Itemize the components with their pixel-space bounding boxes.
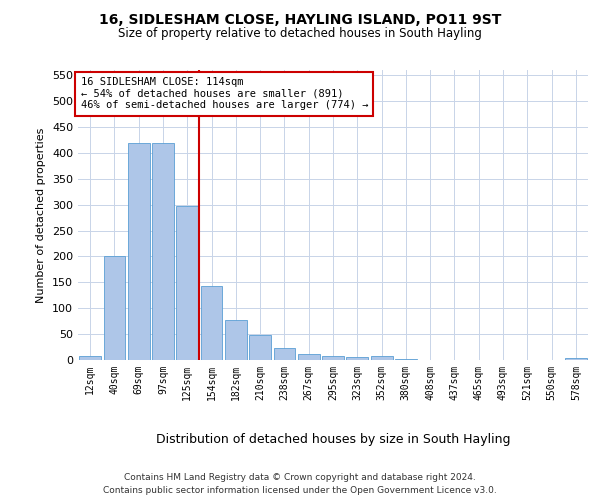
Bar (395, 359, 417, 360)
Text: Contains HM Land Registry data © Crown copyright and database right 2024.: Contains HM Land Registry data © Crown c… (124, 472, 476, 482)
Bar (200, 286, 223, 360)
Text: Size of property relative to detached houses in South Hayling: Size of property relative to detached ho… (118, 28, 482, 40)
Text: Distribution of detached houses by size in South Hayling: Distribution of detached houses by size … (156, 432, 510, 446)
Text: 16 SIDLESHAM CLOSE: 114sqm
← 54% of detached houses are smaller (891)
46% of sem: 16 SIDLESHAM CLOSE: 114sqm ← 54% of deta… (80, 77, 368, 110)
Bar (371, 356, 392, 360)
Text: 16, SIDLESHAM CLOSE, HAYLING ISLAND, PO11 9ST: 16, SIDLESHAM CLOSE, HAYLING ISLAND, PO1… (99, 12, 501, 26)
Bar (128, 142, 149, 360)
Bar (176, 206, 198, 360)
Y-axis label: Number of detached properties: Number of detached properties (37, 128, 46, 302)
Bar (152, 142, 174, 360)
Text: Contains public sector information licensed under the Open Government Licence v3: Contains public sector information licen… (103, 486, 497, 495)
Bar (249, 334, 271, 360)
Bar (274, 348, 295, 360)
Bar (346, 357, 368, 360)
Bar (225, 320, 247, 360)
Bar (565, 358, 587, 360)
Bar (79, 356, 101, 360)
Bar (298, 354, 320, 360)
Bar (104, 256, 125, 360)
Bar (322, 356, 344, 360)
